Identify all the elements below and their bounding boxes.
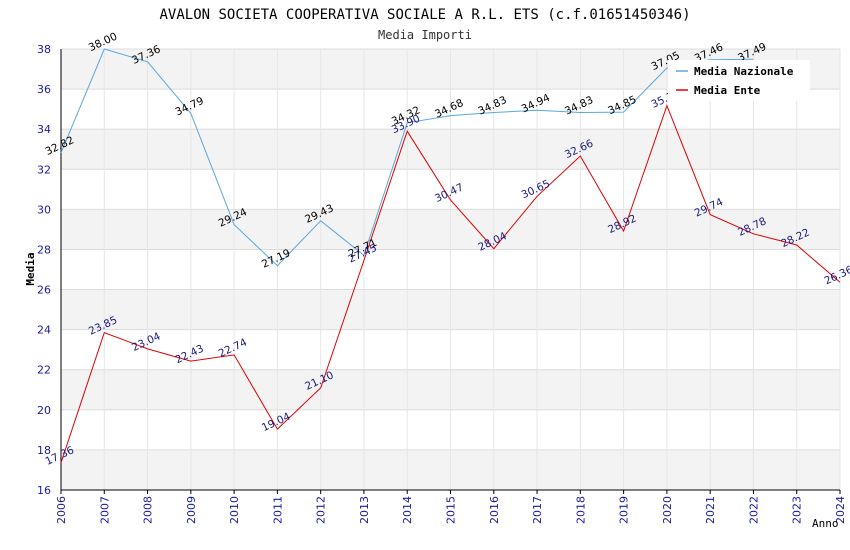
- x-tick-label: 2018: [574, 496, 587, 524]
- y-tick-labels: 16 18 20 22 24 26 28 30 32 34 36 38: [37, 43, 51, 497]
- x-tick-label: 2006: [55, 496, 68, 524]
- x-tick-label: 2008: [142, 496, 155, 524]
- x-tick-labels: 2006 2007 2008 2009 2010 2011 2012 2013 2014 2015…: [55, 496, 847, 524]
- x-tick-label: 2014: [401, 496, 414, 524]
- chart-subtitle: Media Importi: [378, 28, 472, 42]
- data-label-ente: 22.43: [173, 343, 205, 367]
- y-tick-label: 28: [37, 243, 51, 256]
- data-label-nazionale: 34.83: [476, 94, 508, 118]
- x-tick-label: 2007: [98, 496, 111, 524]
- y-tick-label: 26: [37, 284, 51, 297]
- data-label-ente: 30.47: [433, 181, 465, 205]
- series-lines: [60, 48, 841, 463]
- x-tick-label: 2016: [488, 496, 501, 524]
- data-label-nazionale: 34.94: [520, 92, 553, 116]
- x-tick-label: 2017: [531, 496, 544, 524]
- y-axis-label: Media: [24, 252, 37, 285]
- data-label-ente: 19.04: [260, 410, 293, 434]
- x-tick-label: 2023: [791, 496, 804, 524]
- x-tick-label: 2020: [661, 496, 674, 524]
- chart-title: AVALON SOCIETA COOPERATIVA SOCIALE A R.L…: [159, 7, 690, 23]
- data-label-ente: 26.36: [823, 264, 850, 288]
- axes: [60, 49, 841, 494]
- y-tick-label: 34: [37, 123, 51, 136]
- x-tick-label: 2009: [185, 496, 198, 524]
- series-line-ente: [60, 104, 841, 463]
- legend: Media Nazionale Media Ente: [668, 60, 810, 101]
- data-label-nazionale: 27.19: [260, 247, 292, 271]
- y-tick-label: 20: [37, 404, 51, 417]
- y-tick-label: 32: [37, 163, 51, 176]
- legend-label-nazionale: Media Nazionale: [694, 65, 794, 78]
- legend-label-ente: Media Ente: [694, 84, 761, 97]
- x-tick-label: 2012: [315, 496, 328, 524]
- data-label-ente: 23.04: [130, 330, 163, 354]
- y-tick-label: 38: [37, 43, 51, 56]
- x-tick-label: 2010: [228, 496, 241, 524]
- y-tick-label: 18: [37, 444, 51, 457]
- x-tick-label: 2015: [445, 496, 458, 524]
- x-tick-label: 2013: [358, 496, 371, 524]
- x-tick-label: 2024: [834, 496, 847, 524]
- legend-box: [668, 60, 810, 101]
- y-tick-label: 24: [37, 324, 51, 337]
- data-label-nazionale: 34.85: [606, 94, 638, 118]
- y-tick-label: 16: [37, 484, 51, 497]
- y-tick-label: 30: [37, 203, 51, 216]
- data-label-nazionale: 34.68: [433, 97, 465, 121]
- y-tick-label: 36: [37, 83, 51, 96]
- x-tick-label: 2022: [747, 496, 760, 524]
- data-label-nazionale: 34.83: [563, 94, 595, 118]
- data-label-ente: 22.74: [217, 336, 250, 360]
- x-axis-label: Anno: [812, 517, 839, 530]
- x-tick-label: 2019: [618, 496, 631, 524]
- y-tick-label: 22: [37, 364, 51, 377]
- series-line-nazionale: [60, 48, 754, 267]
- x-tick-label: 2021: [704, 496, 717, 524]
- x-tick-label: 2011: [271, 496, 284, 524]
